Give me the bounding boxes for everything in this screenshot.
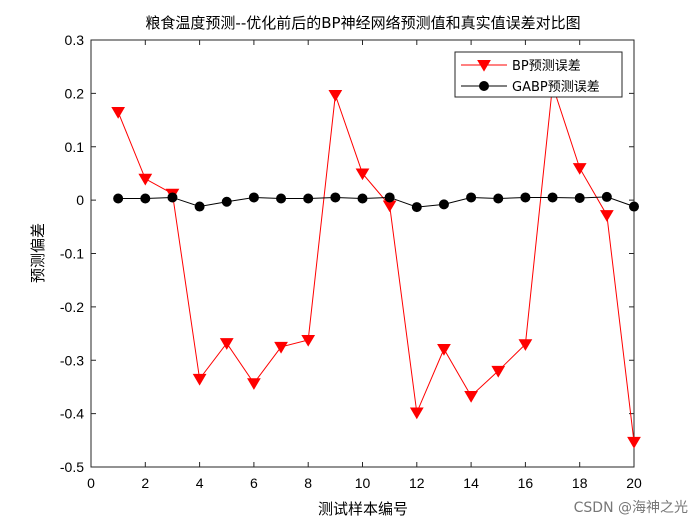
data-point (355, 168, 370, 181)
data-point (493, 193, 504, 204)
data-point (219, 338, 234, 350)
y-tick-label: -0.2 (60, 299, 84, 315)
data-point (627, 436, 641, 449)
y-tick-label: -0.1 (60, 246, 84, 262)
data-point (138, 173, 153, 186)
data-point (301, 334, 316, 347)
data-point (276, 193, 287, 204)
data-point (384, 192, 395, 203)
data-point (247, 378, 261, 390)
series-2 (113, 191, 639, 213)
data-point (328, 89, 343, 102)
data-point (303, 193, 314, 204)
data-point (248, 192, 259, 203)
x-axis-label: 测试样本编号 (318, 500, 408, 518)
legend-label: GABP预测误差 (512, 80, 600, 95)
data-point (491, 365, 506, 378)
data-point (572, 163, 587, 175)
data-point (464, 391, 478, 403)
data-point (330, 192, 341, 203)
x-tick-label: 12 (409, 475, 425, 491)
data-point (574, 192, 585, 203)
data-point (601, 191, 612, 202)
chart-title: 粮食温度预测--优化前后的BP神经网络预测值和真实值误差对比图 (145, 14, 580, 32)
data-point (167, 192, 178, 203)
legend-marker (477, 60, 491, 72)
y-tick-label: -0.3 (60, 352, 84, 368)
x-tick-label: 0 (87, 475, 95, 491)
data-point (518, 339, 533, 351)
y-tick-label: -0.4 (60, 406, 84, 422)
data-point (111, 107, 126, 119)
y-tick-label: 0.3 (65, 32, 85, 48)
series-line (117, 85, 635, 442)
y-tick-label: 0 (76, 192, 84, 208)
x-tick-label: 10 (355, 475, 371, 491)
data-point (520, 192, 531, 203)
series-1 (111, 80, 641, 449)
data-point (599, 210, 614, 222)
data-point (438, 199, 449, 210)
data-point (113, 193, 124, 204)
y-axis-ticks: -0.5 -0.4 -0.3 -0.2 -0.1 0 0.1 0.2 0.3 (60, 32, 634, 475)
x-tick-label: 14 (463, 475, 479, 491)
data-point (221, 196, 232, 207)
data-point (547, 192, 558, 203)
x-tick-label: 2 (141, 475, 149, 491)
y-tick-label: 0.2 (65, 85, 85, 101)
legend-label: BP预测误差 (512, 59, 581, 74)
y-axis-label: 预测偏差 (29, 223, 47, 283)
x-tick-label: 8 (304, 475, 312, 491)
data-point (409, 407, 424, 420)
x-tick-label: 20 (626, 475, 642, 491)
data-point (629, 201, 639, 212)
data-point (437, 344, 451, 356)
x-tick-label: 6 (250, 475, 258, 491)
series-layer (111, 80, 641, 449)
x-tick-label: 4 (196, 475, 204, 491)
data-point (411, 202, 422, 213)
watermark-text: CSDN @海神之光 (573, 500, 688, 516)
data-point (466, 192, 477, 203)
data-point (194, 201, 205, 212)
x-axis-ticks: 0 2 4 6 8 10 12 14 16 18 20 (87, 40, 642, 491)
legend: BP预测误差 GABP预测误差 (454, 51, 623, 98)
x-tick-label: 16 (518, 475, 534, 491)
y-tick-label: 0.1 (65, 139, 85, 155)
data-point (140, 193, 151, 204)
y-tick-label: -0.5 (60, 459, 84, 475)
data-point (357, 193, 368, 204)
plot-frame (90, 39, 635, 468)
x-tick-label: 18 (572, 475, 588, 491)
data-point (274, 341, 288, 354)
legend-marker (479, 81, 489, 91)
data-point (192, 373, 207, 386)
